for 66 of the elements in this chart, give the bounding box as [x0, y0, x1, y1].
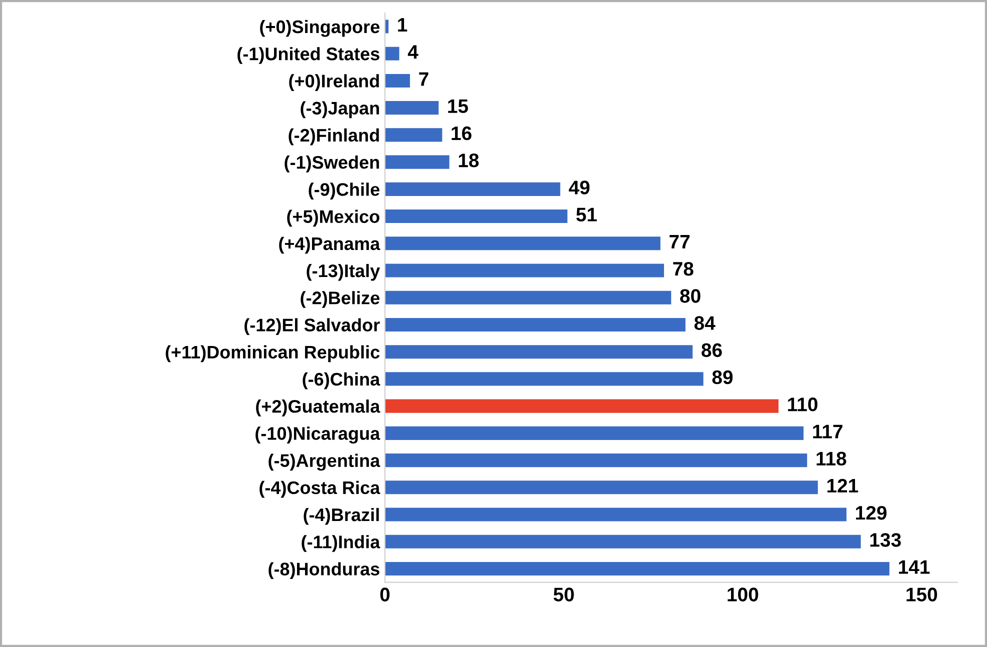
bar: [384, 454, 808, 468]
data-label: 16: [452, 126, 472, 140]
data-label: 1: [398, 18, 408, 32]
data-label: 80: [680, 289, 700, 303]
bar: [384, 46, 400, 60]
bar: [384, 236, 660, 250]
data-label: 121: [827, 478, 858, 492]
y-tick-label: (-2)Finland: [288, 128, 379, 146]
data-label: 117: [813, 424, 842, 438]
bar: [384, 508, 846, 522]
x-tick-label: 100: [728, 588, 758, 602]
y-tick-label: (-4)Brazil: [304, 508, 379, 525]
bar: [384, 128, 442, 142]
y-tick-label: (-1)Sweden: [284, 156, 379, 172]
bar: [384, 74, 410, 88]
data-label: 15: [448, 99, 468, 114]
y-tick-label: (-10)Nicaragua: [256, 426, 380, 444]
data-label: 77: [670, 235, 690, 248]
bar: [384, 426, 804, 440]
y-tick-label: (+2)Guatemala: [256, 400, 380, 416]
data-label: 7: [419, 72, 428, 86]
bar: [384, 101, 439, 115]
bar: [384, 318, 686, 332]
x-tick-label: 50: [554, 588, 574, 602]
bar: [384, 562, 890, 576]
data-label: 118: [816, 452, 846, 466]
bar: [384, 264, 664, 278]
bar: [384, 182, 560, 196]
x-tick-label: 0: [380, 588, 390, 602]
bar: [384, 480, 818, 494]
y-tick-label: (+5)Mexico: [287, 210, 380, 227]
x-tick-label: 150: [906, 588, 938, 602]
data-label: 4: [408, 45, 418, 59]
y-tick-label: (-9)Chile: [308, 182, 380, 200]
y-tick-label: (-5)Argentina: [268, 454, 380, 471]
bar: [384, 399, 778, 413]
bar: [384, 345, 693, 359]
bar: [384, 290, 672, 304]
data-label: 84: [694, 316, 716, 330]
bar: [384, 372, 704, 386]
y-tick-label: (-3)Japan: [300, 101, 379, 118]
y-tick-label: (-12)El Salvador: [244, 318, 380, 336]
y-tick-label: (-2)Belize: [300, 291, 380, 308]
data-label: 78: [673, 262, 694, 276]
data-label: 129: [856, 506, 887, 520]
data-label: 110: [788, 398, 818, 412]
data-label: 86: [702, 343, 722, 358]
data-label: 51: [576, 208, 597, 222]
data-label: 89: [712, 370, 733, 384]
y-tick-label: (-11)India: [302, 535, 380, 552]
y-tick-label: (-4)Costa Rica: [260, 480, 380, 498]
bar: [384, 155, 450, 169]
bar: [384, 534, 861, 548]
data-label: 141: [898, 560, 930, 574]
y-tick-label: (-8)Honduras: [268, 562, 380, 580]
y-tick-label: (+11)Dominican Republic: [166, 345, 380, 362]
data-label: 18: [458, 154, 479, 168]
y-tick-label: (-6)China: [302, 372, 380, 390]
y-tick-label: (+0)Ireland: [289, 74, 379, 92]
data-label: 49: [568, 180, 590, 194]
y-tick-label: (+0)Singapore: [260, 20, 380, 37]
bar: [384, 210, 568, 224]
y-tick-label: (-13)Italy: [306, 264, 380, 281]
data-label: 133: [870, 533, 901, 547]
y-tick-label: (-1)United States: [238, 47, 380, 64]
y-tick-label: (+4)Panama: [279, 236, 380, 254]
